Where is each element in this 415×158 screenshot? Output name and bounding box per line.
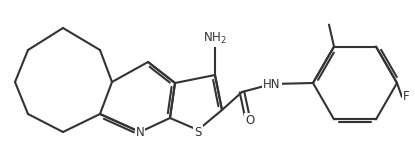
Text: N: N xyxy=(136,125,144,139)
Text: HN: HN xyxy=(263,78,281,91)
Text: F: F xyxy=(403,91,409,103)
Text: O: O xyxy=(245,113,255,127)
Text: S: S xyxy=(194,125,202,139)
Text: NH$_2$: NH$_2$ xyxy=(203,31,227,46)
